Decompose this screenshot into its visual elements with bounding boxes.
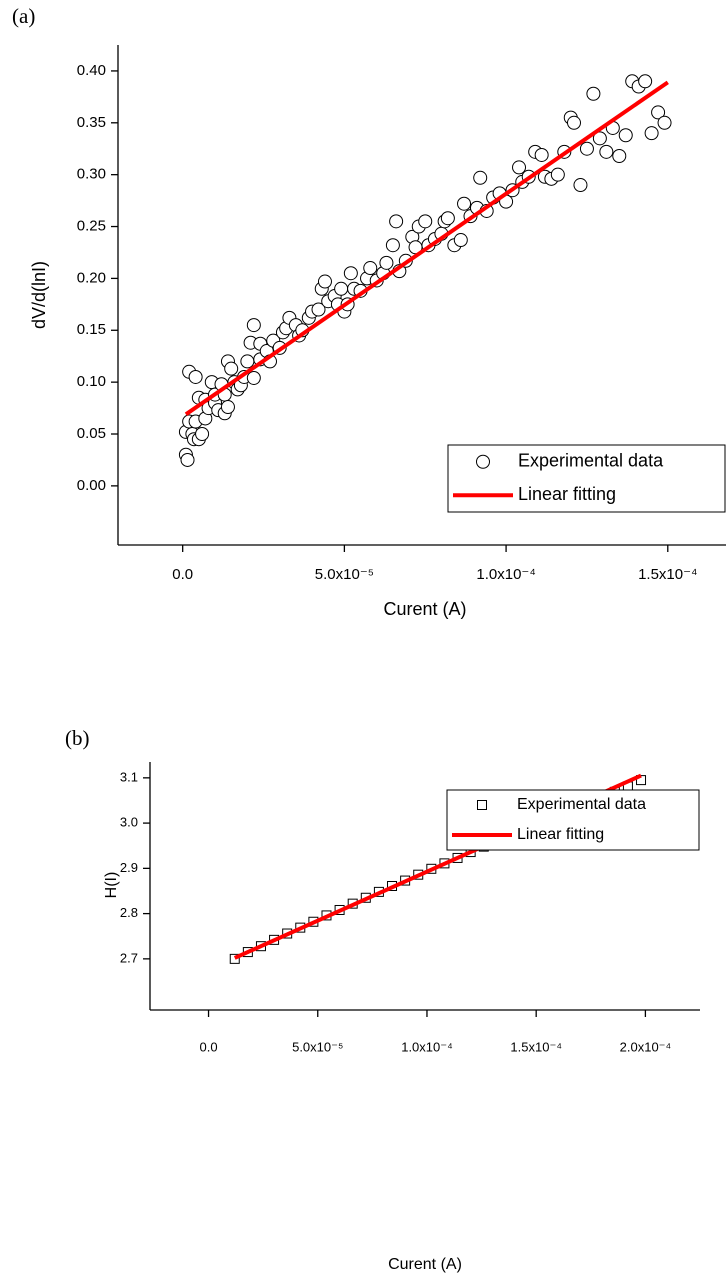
legend-label: Experimental data <box>517 796 646 813</box>
data-point <box>195 427 210 442</box>
data-point <box>573 178 588 193</box>
y-tick-label: 0.35 <box>77 114 106 131</box>
x-tick-label: 1.0x10⁻⁴ <box>401 1039 452 1054</box>
data-point <box>457 196 472 211</box>
y-tick-label: 3.1 <box>120 769 138 784</box>
x-tick-label: 1.5x10⁻⁴ <box>510 1039 561 1054</box>
y-tick-label: 3.0 <box>120 815 138 830</box>
data-point <box>311 302 326 317</box>
fit-line <box>184 80 669 416</box>
y-axis-title: H(I) <box>103 872 120 899</box>
data-point <box>657 115 672 130</box>
data-point <box>418 214 433 229</box>
data-point <box>586 86 601 101</box>
data-point <box>592 131 607 146</box>
data-point <box>599 144 614 159</box>
legend-marker <box>477 800 487 810</box>
data-point <box>638 74 653 89</box>
x-tick-label: 5.0x10⁻⁵ <box>292 1039 343 1054</box>
data-point <box>379 255 394 270</box>
x-tick-label: 1.5x10⁻⁴ <box>638 566 697 583</box>
y-tick-label: 0.15 <box>77 321 106 338</box>
y-axis-title: dV/d(lnI) <box>29 261 49 329</box>
x-tick-label: 0.0 <box>199 1039 217 1054</box>
legend-label: Linear fitting <box>518 484 616 504</box>
y-tick-label: 2.9 <box>120 860 138 875</box>
y-tick-label: 0.10 <box>77 373 106 390</box>
data-point <box>363 261 378 276</box>
legend-box <box>446 789 700 851</box>
data-point <box>180 452 195 467</box>
legend-label: Linear fitting <box>517 826 604 843</box>
data-point <box>473 170 488 185</box>
data-point <box>440 211 455 226</box>
data-point <box>512 160 527 175</box>
y-tick-label: 0.25 <box>77 218 106 235</box>
data-point <box>240 354 255 369</box>
data-point <box>550 167 565 182</box>
data-point <box>334 281 349 296</box>
x-tick-label: 0.0 <box>172 566 193 583</box>
data-point <box>612 148 627 163</box>
data-point <box>453 233 468 248</box>
data-point <box>229 953 240 964</box>
data-point <box>246 370 261 385</box>
x-axis-title: Curent (A) <box>383 599 466 619</box>
y-tick-label: 0.30 <box>77 166 106 183</box>
data-point <box>579 141 594 156</box>
data-point <box>618 128 633 143</box>
x-axis-title: Curent (A) <box>388 1256 462 1273</box>
data-point <box>317 274 332 289</box>
y-tick-label: 0.05 <box>77 425 106 442</box>
panel-label: (a) <box>12 4 35 28</box>
data-point <box>224 361 239 376</box>
y-tick-label: 2.8 <box>120 905 138 920</box>
panel-label: (b) <box>65 726 90 750</box>
legend-box <box>447 444 726 513</box>
x-tick-label: 1.0x10⁻⁴ <box>476 566 535 583</box>
data-point <box>220 400 235 415</box>
y-tick-label: 0.00 <box>77 477 106 494</box>
y-tick-label: 0.40 <box>77 62 106 79</box>
data-point <box>385 238 400 253</box>
y-tick-label: 0.20 <box>77 269 106 286</box>
data-point <box>343 266 358 281</box>
legend-marker <box>476 454 490 469</box>
data-point <box>567 115 581 130</box>
y-tick-label: 2.7 <box>120 950 138 965</box>
x-tick-label: 2.0x10⁻⁴ <box>620 1039 671 1054</box>
data-point <box>651 105 666 120</box>
data-point <box>246 318 261 333</box>
data-point <box>644 126 659 141</box>
legend-label: Experimental data <box>518 451 664 471</box>
data-point <box>188 369 203 384</box>
data-point <box>534 147 549 162</box>
x-tick-label: 5.0x10⁻⁵ <box>315 566 374 583</box>
data-point <box>389 214 404 229</box>
